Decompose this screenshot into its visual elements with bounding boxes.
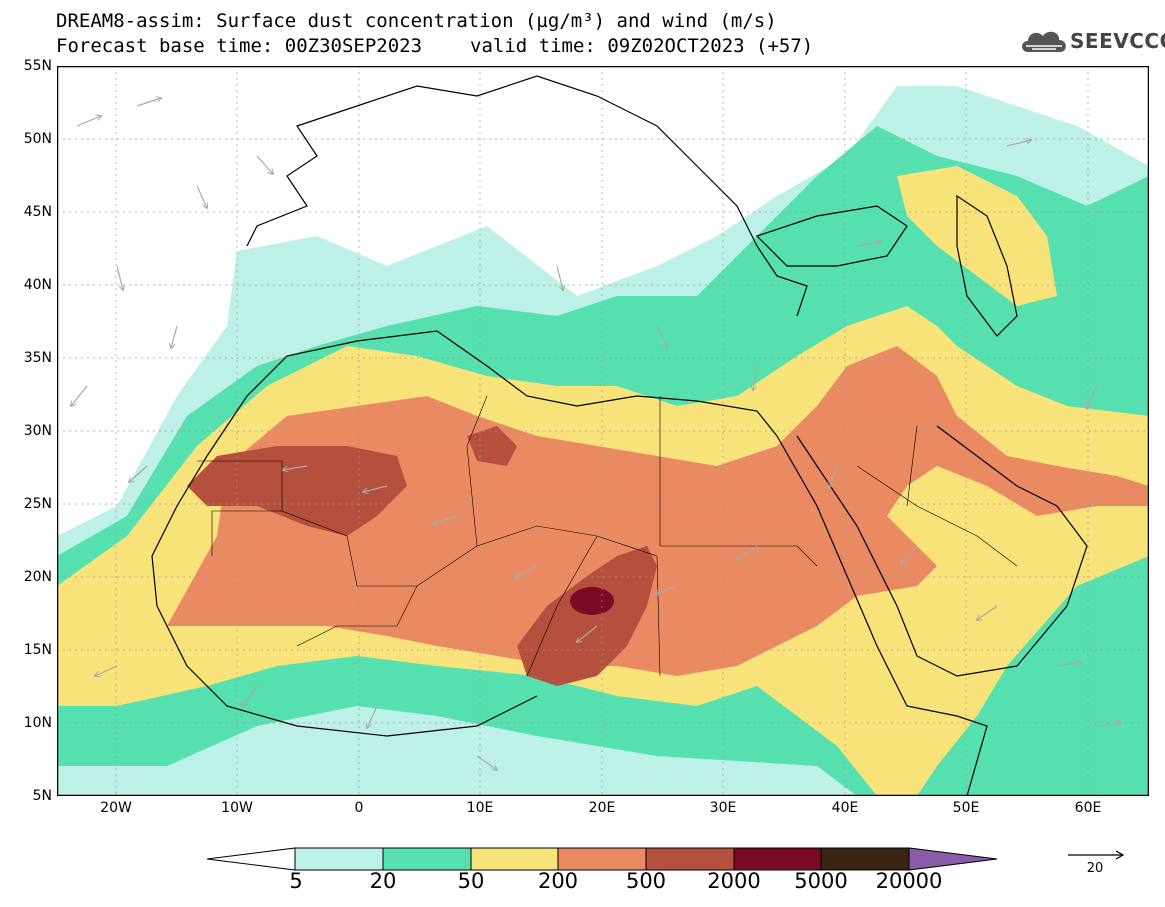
lat-label: 55N — [23, 58, 52, 74]
wind-vectors — [71, 98, 1121, 770]
lon-label: 10W — [221, 800, 253, 816]
colorbar — [206, 847, 998, 871]
lat-label: 5N — [32, 788, 52, 804]
forecast-base-time: Forecast base time: 00Z30SEP2023 — [56, 35, 423, 57]
wind-arrow — [129, 465, 148, 482]
lat-label: 20N — [23, 569, 52, 585]
lon-label: 30E — [709, 800, 737, 816]
seevccc-logo: SEEVCCC — [1018, 26, 1165, 56]
wind-arrow — [196, 185, 207, 208]
coastline-red-sea — [776, 435, 988, 796]
colorbar-label: 5 — [289, 869, 303, 893]
coastline-arabia — [796, 425, 1088, 677]
colorbar-label: 500 — [625, 869, 667, 893]
lat-label: 45N — [23, 204, 52, 220]
wind-arrow — [363, 485, 388, 492]
dust-layer-2000 — [570, 587, 614, 615]
wind-arrow — [656, 325, 667, 348]
wind-reference-arrow — [1068, 850, 1125, 860]
wind-arrow — [76, 116, 101, 127]
dust-layer-50-east — [897, 166, 1057, 306]
colorbar-bin — [733, 847, 822, 871]
wind-arrow — [577, 625, 598, 642]
dust-map — [57, 66, 1149, 796]
colorbar-label: 50 — [457, 869, 485, 893]
lon-label: 50E — [952, 800, 980, 816]
wind-arrow — [171, 325, 178, 348]
wind-arrow — [901, 545, 918, 564]
lon-label: 0 — [354, 800, 364, 816]
dust-layer-500-north — [467, 426, 517, 466]
coastline-north-africa — [151, 330, 778, 557]
country-borders — [197, 395, 1018, 677]
dust-layer-500-center — [517, 546, 657, 686]
lat-label: 15N — [23, 642, 52, 658]
wind-arrow — [515, 565, 538, 578]
lon-label: 60E — [1074, 800, 1102, 816]
colorbar-bin — [820, 847, 910, 871]
lat-label: 30N — [23, 423, 52, 439]
wind-arrow — [1087, 385, 1098, 408]
colorbar-label: 2000 — [707, 869, 761, 893]
dust-layer-500 — [187, 446, 407, 536]
wind-arrow — [737, 545, 758, 560]
lat-label: 40N — [23, 277, 52, 293]
colorbar-overflow — [908, 847, 998, 871]
wind-arrow — [1056, 662, 1081, 667]
colorbar-bin — [645, 847, 735, 871]
colorbar-label: 5000 — [794, 869, 848, 893]
wind-arrow — [283, 465, 308, 470]
wind-arrow — [116, 265, 123, 290]
lat-label: 35N — [23, 350, 52, 366]
cloud-icon — [1022, 31, 1066, 52]
wind-arrow — [243, 685, 258, 706]
wind-arrow — [753, 365, 758, 390]
coastline-caspian — [956, 194, 1018, 337]
valid-time: valid time: 09Z02OCT2023 (+57) — [470, 35, 814, 57]
logo-text: SEEVCCC — [1070, 29, 1165, 53]
wind-arrow — [71, 385, 88, 406]
wind-arrow — [476, 755, 497, 770]
lon-label: 10E — [466, 800, 494, 816]
wind-arrow — [256, 155, 273, 174]
colorbar-bin — [294, 847, 384, 871]
colorbar-label: 200 — [537, 869, 579, 893]
wind-arrow — [367, 705, 378, 728]
lat-label: 50N — [23, 131, 52, 147]
coastline-black-sea — [755, 205, 908, 267]
wind-arrow — [829, 465, 838, 488]
wind-arrow — [1006, 140, 1031, 147]
wind-arrow — [655, 585, 678, 594]
coastline-west-africa — [151, 555, 538, 737]
lon-label: 20W — [100, 800, 132, 816]
forecast-times: Forecast base time: 00Z30SEP2023 valid ti… — [56, 35, 813, 57]
map-frame — [57, 66, 1149, 796]
wind-arrow — [433, 515, 458, 524]
coastline-europe — [246, 75, 808, 317]
wind-arrow — [136, 98, 161, 107]
graticule — [57, 66, 1149, 796]
colorbar-label: 20 — [369, 869, 397, 893]
lon-label: 20E — [588, 800, 616, 816]
lon-label: 40E — [831, 800, 859, 816]
colorbar-underflow — [206, 847, 296, 871]
dust-layer-200 — [167, 346, 1149, 676]
lat-label: 10N — [23, 715, 52, 731]
wind-arrow — [856, 242, 881, 247]
colorbar-bin — [470, 847, 559, 871]
lat-label: 25N — [23, 496, 52, 512]
map-title: DREAM8-assim: Surface dust concentration… — [56, 10, 777, 32]
colorbar-bin — [382, 847, 472, 871]
wind-arrow — [977, 605, 998, 620]
wind-arrow — [1096, 722, 1121, 727]
wind-arrow — [95, 665, 118, 676]
colorbar-bin — [557, 847, 647, 871]
wind-reference-label: 20 — [1086, 861, 1104, 876]
colorbar-label: 20000 — [875, 869, 943, 893]
coastlines — [151, 75, 1088, 796]
wind-arrow — [556, 265, 563, 290]
